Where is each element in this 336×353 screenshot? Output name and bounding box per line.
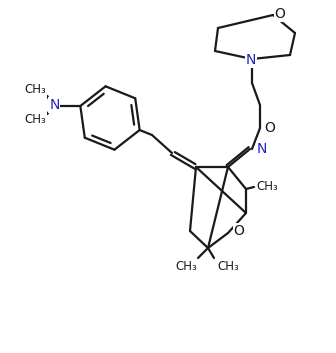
Text: O: O <box>234 224 244 238</box>
Text: O: O <box>275 7 286 21</box>
Text: CH₃: CH₃ <box>175 259 197 273</box>
Text: N: N <box>49 98 59 112</box>
Text: N: N <box>246 53 256 67</box>
Text: N: N <box>257 142 267 156</box>
Text: O: O <box>264 121 276 135</box>
Text: CH₃: CH₃ <box>25 84 46 96</box>
Text: CH₃: CH₃ <box>217 259 239 273</box>
Text: CH₃: CH₃ <box>256 180 278 193</box>
Text: CH₃: CH₃ <box>25 114 46 126</box>
